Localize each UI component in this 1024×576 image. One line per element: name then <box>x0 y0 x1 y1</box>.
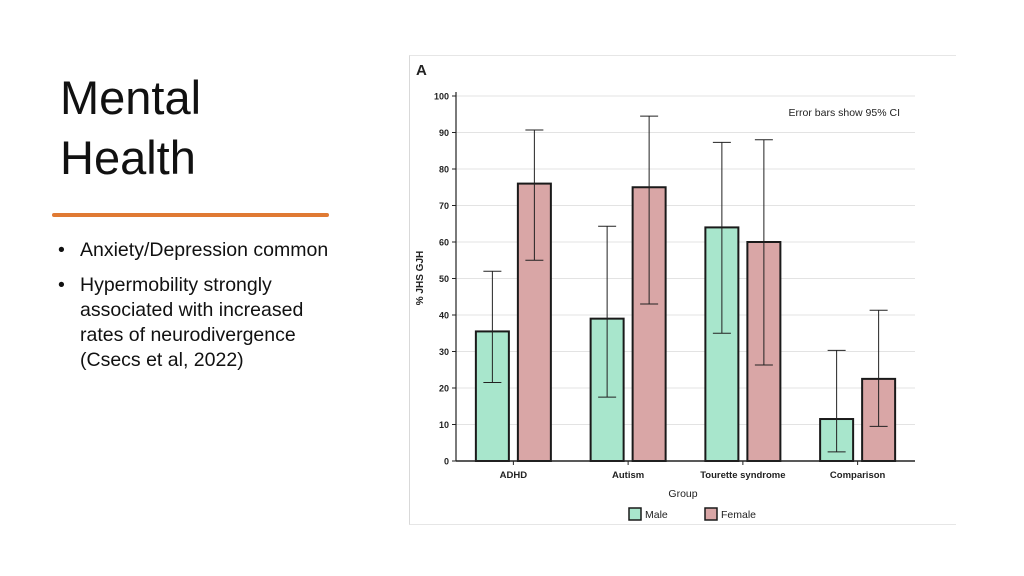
legend-swatch-male <box>628 507 642 521</box>
slide-title-line-2: Health <box>60 131 196 184</box>
x-tick-label: ADHD <box>500 470 528 481</box>
error-bar-annotation: Error bars show 95% CI <box>789 107 900 119</box>
bullet-list: • Anxiety/Depression common • Hypermobilit… <box>58 238 348 383</box>
y-tick-label: 10 <box>439 420 449 430</box>
bars <box>474 182 897 462</box>
title-underline <box>52 213 329 217</box>
y-tick-label: 30 <box>439 347 449 357</box>
y-tick-label: 100 <box>434 92 449 102</box>
legend: Male Female <box>628 507 756 521</box>
chart-figure: A Error bars show 95% CI 0 10 20 30 40 50 60 70… <box>409 55 956 525</box>
bullet-text: Hypermobility strongly associated with i… <box>80 274 304 371</box>
y-tick-label: 20 <box>439 384 449 394</box>
bullet-dot-icon: • <box>58 239 65 261</box>
bar-chart: A Error bars show 95% CI 0 10 20 30 40 50 60 70… <box>415 62 915 521</box>
bullet-text: Anxiety/Depression common <box>80 239 329 261</box>
y-tick-label: 50 <box>439 274 449 284</box>
y-tick-label: 80 <box>439 165 449 175</box>
y-axis-label: % JHS GJH <box>415 251 426 305</box>
legend-label-male: Male <box>645 509 668 521</box>
legend-swatch-female <box>704 507 718 521</box>
x-tick-label: Autism <box>612 470 644 481</box>
slide-title: Mental Health <box>60 68 360 188</box>
y-tick-label: 0 <box>444 457 449 467</box>
y-tick-label: 60 <box>439 238 449 248</box>
x-tick-label: Tourette syndrome <box>700 470 785 481</box>
slide-title-line-1: Mental <box>60 71 202 124</box>
bullet-dot-icon: • <box>58 274 65 296</box>
y-tick-label: 70 <box>439 201 449 211</box>
error-bars <box>483 115 888 453</box>
legend-label-female: Female <box>721 509 756 521</box>
x-axis-label: Group <box>668 488 697 500</box>
axes: 0 10 20 30 40 50 60 70 80 90 100 ADHD Autism Tourette… <box>434 92 915 481</box>
y-tick-label: 40 <box>439 311 449 321</box>
bullet-item: • Hypermobility strongly associated with … <box>58 273 348 373</box>
panel-label: A <box>416 62 427 79</box>
bullet-item: • Anxiety/Depression common <box>58 238 348 263</box>
y-tick-label: 90 <box>439 128 449 138</box>
x-tick-label: Comparison <box>830 470 886 481</box>
